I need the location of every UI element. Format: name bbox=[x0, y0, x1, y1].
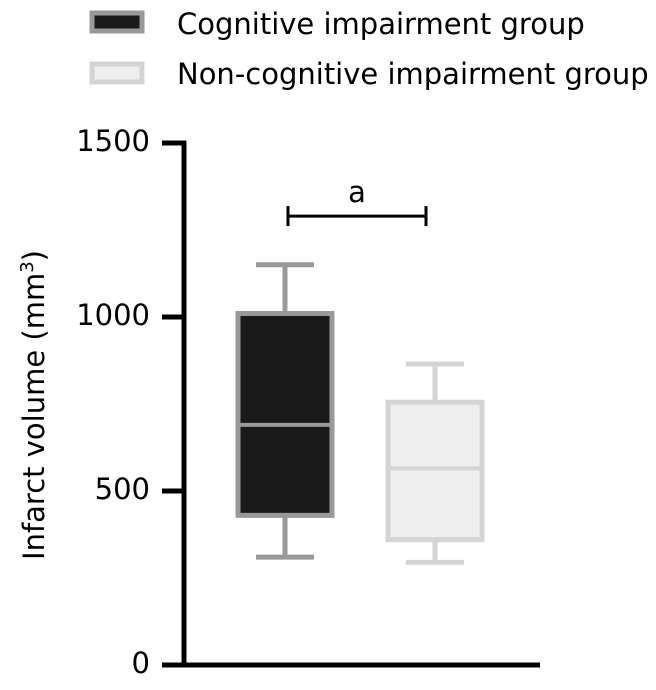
y-ticks: 0 500 1000 1500 bbox=[76, 124, 186, 680]
legend-label-cognitive: Cognitive impairment group bbox=[177, 7, 585, 41]
y-axis-title-suffix: ) bbox=[17, 250, 51, 261]
legend-label-non-cognitive: Non-cognitive impairment group bbox=[177, 57, 649, 91]
significance-bracket: a bbox=[286, 175, 428, 227]
y-axis-title: Infarct volume (mm3) bbox=[17, 250, 51, 560]
y-tick-label-1500: 1500 bbox=[76, 124, 150, 158]
legend-swatch-cognitive bbox=[89, 10, 145, 34]
y-tick-label-500: 500 bbox=[95, 472, 150, 506]
significance-label: a bbox=[348, 175, 366, 209]
boxes bbox=[235, 262, 485, 565]
legend-swatch-non-cognitive bbox=[89, 61, 145, 85]
box-1-iqr bbox=[235, 311, 335, 518]
y-tick-label-1000: 1000 bbox=[76, 298, 150, 332]
y-axis-title-superscript: 3 bbox=[17, 261, 38, 272]
legend: Cognitive impairment group Non-cognitive… bbox=[89, 7, 649, 91]
y-axis-title-main: Infarct volume (mm bbox=[17, 273, 51, 560]
box-2-iqr bbox=[385, 399, 485, 543]
y-tick-label-0: 0 bbox=[132, 646, 150, 680]
